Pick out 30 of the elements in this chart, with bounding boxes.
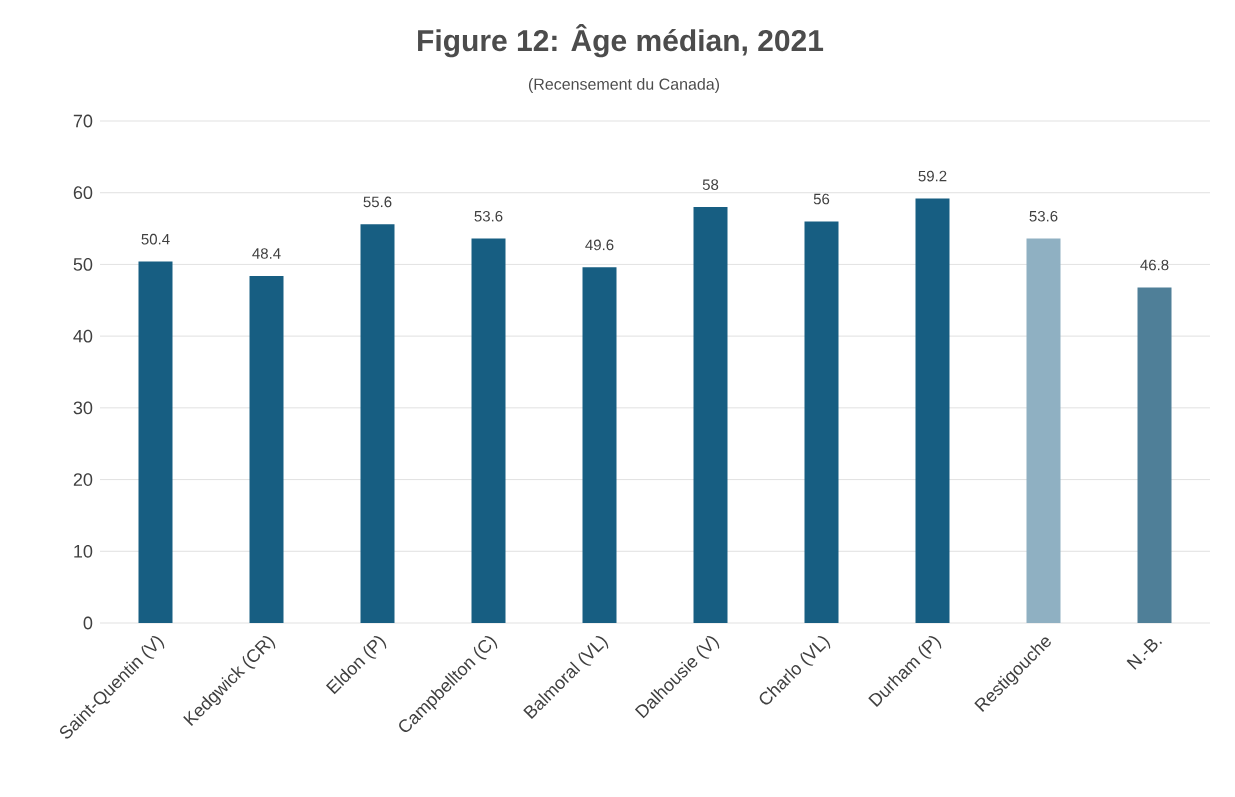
data-label: 46.8 (1140, 259, 1169, 271)
bar (582, 267, 617, 623)
bar (693, 207, 728, 623)
y-tick-label: 60 (73, 186, 93, 200)
data-label: 59.2 (918, 170, 947, 182)
data-label: 58 (702, 179, 719, 190)
bar (804, 221, 839, 623)
chart-subtitle: (Recensement du Canada) (528, 78, 720, 93)
y-tick-label: 70 (73, 114, 93, 128)
y-tick-label: 40 (73, 329, 93, 343)
data-label: 56 (813, 193, 830, 205)
y-tick-label: 20 (73, 473, 93, 486)
y-tick-label: 50 (73, 258, 93, 271)
bar (1026, 238, 1061, 623)
chart-title: Figure 12: Âge médian, 2021 (418, 24, 824, 58)
bar (360, 224, 395, 623)
data-label: 49.6 (585, 239, 614, 251)
data-label: 53.6 (1029, 210, 1058, 222)
y-tick-label: 30 (73, 401, 93, 415)
bar (249, 275, 284, 623)
bar (1137, 287, 1172, 623)
y-tick-label: 0 (83, 616, 93, 630)
bar (471, 238, 506, 623)
data-label: 50.4 (141, 233, 170, 245)
bar (915, 198, 950, 623)
bar (138, 261, 173, 623)
data-label: 53.6 (474, 210, 503, 222)
data-label: 48.4 (252, 248, 281, 259)
data-label: 55.6 (363, 196, 392, 208)
y-tick-label: 10 (74, 544, 93, 558)
